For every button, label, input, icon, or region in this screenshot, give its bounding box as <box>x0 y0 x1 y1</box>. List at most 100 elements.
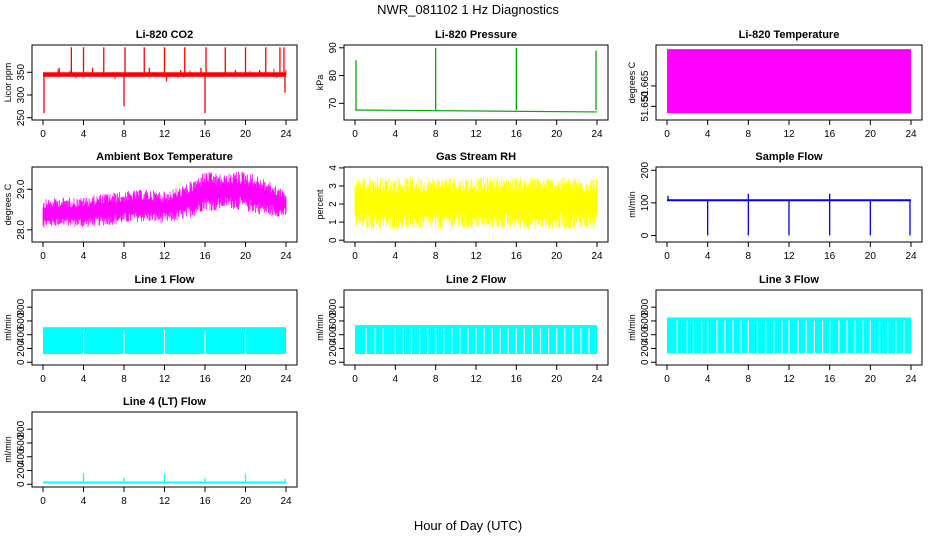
x-tick-label: 12 <box>783 251 795 262</box>
y-axis-label: percent <box>315 189 325 220</box>
x-tick-label: 8 <box>121 129 127 140</box>
chart-title: Sample Flow <box>755 151 823 163</box>
y-tick-label: 0 <box>16 481 27 487</box>
x-tick-label: 16 <box>824 251 836 262</box>
x-tick-label: 12 <box>159 129 171 140</box>
y-tick-label: 800 <box>16 420 27 437</box>
x-tick-label: 12 <box>470 129 482 140</box>
x-tick-label: 4 <box>81 496 87 507</box>
x-tick-label: 12 <box>159 374 171 385</box>
x-tick-label: 20 <box>240 129 252 140</box>
y-tick-label: 200 <box>328 340 339 357</box>
y-tick-label: 400 <box>640 326 651 343</box>
x-tick-label: 20 <box>240 251 252 262</box>
x-tick-label: 20 <box>865 129 877 140</box>
x-tick-label: 16 <box>511 374 523 385</box>
x-tick-label: 12 <box>159 496 171 507</box>
chart-title: Line 2 Flow <box>446 274 506 286</box>
x-tick-label: 4 <box>705 129 711 140</box>
x-tick-label: 24 <box>905 251 917 262</box>
y-axis-label: degrees C <box>627 61 637 103</box>
y-tick-label: 51.665 <box>640 70 651 101</box>
chart-title: Line 4 (LT) Flow <box>123 396 206 408</box>
x-tick-label: 12 <box>783 374 795 385</box>
x-tick-label: 0 <box>352 374 358 385</box>
x-tick-label: 0 <box>664 129 670 140</box>
x-tick-label: 8 <box>746 129 752 140</box>
y-tick-label: 1 <box>328 219 339 225</box>
x-tick-label: 20 <box>551 374 563 385</box>
y-axis-label: ml/min <box>627 191 637 218</box>
plot-area <box>42 171 287 228</box>
x-tick-label: 24 <box>280 496 292 507</box>
plot-area <box>354 47 598 113</box>
plot-area <box>43 327 286 355</box>
x-tick-label: 0 <box>664 251 670 262</box>
chart-panel: Line 4 (LT) Flow 0 4 8 12 16 20 24 0 200400600800… <box>3 396 298 507</box>
chart-panel: Li-820 Temperature 0 4 8 12 16 20 24 51.65051.66… <box>627 29 923 140</box>
x-tick-label: 16 <box>199 251 211 262</box>
chart-title: Gas Stream RH <box>436 151 516 163</box>
series-line <box>354 177 598 230</box>
y-tick-label: 800 <box>16 298 27 315</box>
chart-title: Li-820 Temperature <box>739 29 840 41</box>
y-tick-label: 600 <box>16 312 27 329</box>
x-tick-label: 20 <box>865 251 877 262</box>
plot-area <box>667 193 911 236</box>
x-tick-label: 4 <box>393 129 399 140</box>
y-tick-label: 600 <box>328 312 339 329</box>
x-tick-label: 8 <box>121 374 127 385</box>
x-tick-label: 12 <box>783 129 795 140</box>
x-tick-label: 16 <box>199 496 211 507</box>
y-axis-label: kPa <box>315 75 325 91</box>
x-tick-label: 12 <box>470 374 482 385</box>
y-tick-label: 800 <box>640 298 651 315</box>
x-tick-label: 16 <box>199 374 211 385</box>
x-tick-label: 4 <box>705 251 711 262</box>
x-tick-label: 16 <box>824 129 836 140</box>
plot-frame <box>343 44 609 121</box>
x-tick-label: 4 <box>705 374 711 385</box>
x-tick-label: 16 <box>511 251 523 262</box>
y-tick-label: 350 <box>16 63 27 80</box>
y-tick-label: 200 <box>16 340 27 357</box>
y-tick-label: 0 <box>328 237 339 243</box>
plot-area <box>43 473 286 484</box>
y-tick-label: 100 <box>640 194 651 211</box>
x-tick-label: 16 <box>199 129 211 140</box>
x-tick-label: 8 <box>433 374 439 385</box>
x-tick-label: 8 <box>746 374 752 385</box>
x-tick-label: 12 <box>159 251 171 262</box>
x-tick-label: 24 <box>905 129 917 140</box>
series-line <box>354 109 598 113</box>
chart-panel: Ambient Box Temperature 0 4 8 12 16 20 24 28.0 29… <box>3 151 298 262</box>
chart-title: Line 3 Flow <box>759 274 819 286</box>
y-tick-label: 250 <box>16 109 27 126</box>
y-tick-label: 400 <box>328 326 339 343</box>
y-tick-label: 90 <box>328 42 339 54</box>
plot-area <box>355 325 597 355</box>
y-tick-label: 800 <box>328 298 339 315</box>
x-tick-label: 20 <box>551 251 563 262</box>
x-axis-label: Hour of Day (UTC) <box>413 518 523 533</box>
x-tick-label: 0 <box>664 374 670 385</box>
y-tick-label: 3 <box>328 183 339 189</box>
chart-title: Line 1 Flow <box>135 274 195 286</box>
chart-title: Li-820 CO2 <box>136 29 193 41</box>
x-tick-label: 12 <box>470 251 482 262</box>
x-tick-label: 20 <box>240 374 252 385</box>
x-tick-label: 0 <box>352 251 358 262</box>
x-tick-label: 4 <box>81 251 87 262</box>
y-tick-label: 51.650 <box>640 91 651 122</box>
y-axis-label: Licor ppm <box>3 63 13 103</box>
chart-panel: Line 1 Flow 0 4 8 12 16 20 24 0 200400600800ml/mi… <box>3 274 298 385</box>
x-tick-label: 24 <box>591 374 603 385</box>
plot-area <box>667 49 911 114</box>
y-tick-label: 600 <box>640 312 651 329</box>
x-tick-label: 8 <box>746 251 752 262</box>
x-tick-label: 20 <box>865 374 877 385</box>
x-tick-label: 20 <box>240 496 252 507</box>
